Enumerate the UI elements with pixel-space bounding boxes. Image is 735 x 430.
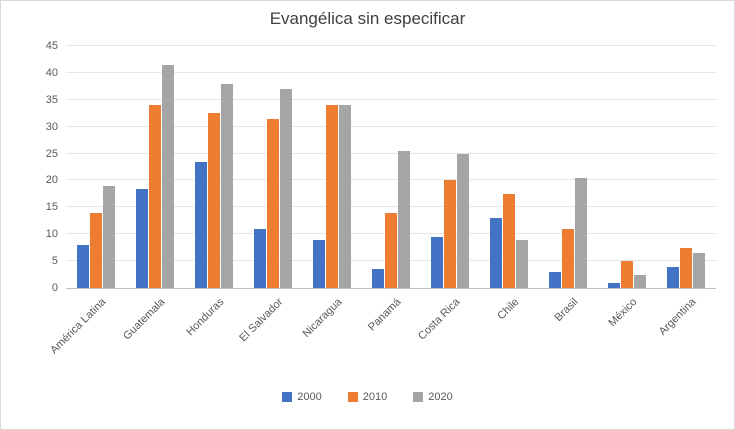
bar-2020 — [575, 177, 588, 288]
bar-2020 — [102, 185, 115, 288]
y-tick-label: 40 — [45, 66, 58, 79]
bar-2010 — [207, 113, 220, 288]
legend-swatch — [413, 392, 424, 402]
bar-2000 — [135, 188, 148, 288]
bar-2020 — [634, 274, 647, 288]
bar-2000 — [312, 239, 325, 288]
gridline — [66, 179, 716, 181]
chart-title: Evangélica sin especificar — [269, 9, 466, 28]
bar-2010 — [680, 247, 693, 288]
gridline — [66, 206, 716, 208]
y-tick-label: 15 — [45, 201, 58, 214]
y-tick-label: 25 — [45, 147, 58, 160]
bar-2000 — [371, 269, 384, 288]
plot-area — [66, 45, 716, 289]
bar-2010 — [148, 105, 161, 288]
bar-2000 — [431, 236, 444, 288]
legend-label: 2010 — [362, 391, 388, 403]
bar-group — [361, 46, 420, 288]
bar-2020 — [338, 105, 351, 288]
legend-swatch — [347, 392, 358, 402]
bar-group — [184, 46, 243, 288]
legend-label: 2020 — [428, 391, 453, 403]
bar-group — [480, 46, 539, 288]
bar-2000 — [549, 271, 562, 288]
legend-label: 2000 — [297, 391, 322, 403]
bar-2020 — [516, 239, 529, 288]
y-tick-label: 10 — [45, 228, 58, 241]
gridline — [66, 71, 716, 73]
y-tick-label: 0 — [51, 282, 58, 294]
bar-group — [421, 46, 480, 288]
y-tick-label: 45 — [45, 40, 58, 52]
bar-group — [125, 46, 184, 288]
bar-2020 — [457, 153, 470, 288]
legend-item-2010: 2010 — [347, 391, 388, 403]
y-tick-label: 35 — [45, 93, 58, 106]
legend: 2000 2010 2020 — [1, 391, 734, 403]
bar-2000 — [253, 228, 266, 288]
bar-2010 — [562, 228, 575, 288]
legend-item-2020: 2020 — [413, 391, 453, 403]
bar-2010 — [621, 261, 634, 288]
bar-2010 — [384, 212, 397, 288]
bar-group — [243, 46, 302, 288]
y-tick-label: 20 — [45, 174, 58, 187]
bar-2010 — [266, 118, 279, 288]
bar-2020 — [693, 253, 706, 288]
bar-2020 — [397, 150, 410, 288]
bar-2010 — [89, 212, 102, 288]
gridline — [66, 152, 716, 154]
legend-item-2000: 2000 — [282, 391, 322, 403]
bar-2000 — [194, 161, 207, 288]
bar-2000 — [490, 218, 503, 288]
bar-group — [66, 46, 125, 288]
bar-2020 — [220, 83, 233, 288]
bar-2000 — [667, 266, 680, 288]
gridline — [66, 45, 716, 46]
bar-2010 — [444, 180, 457, 288]
y-tick-label: 30 — [45, 120, 58, 133]
bar-group — [302, 46, 361, 288]
bar-group — [657, 46, 716, 288]
bar-group — [539, 46, 598, 288]
bar-2020 — [279, 89, 292, 288]
bar-group — [598, 46, 657, 288]
legend-swatch — [282, 392, 293, 402]
gridline — [66, 98, 716, 100]
bar-2000 — [608, 282, 621, 288]
bar-2010 — [325, 105, 338, 288]
bar-2020 — [161, 64, 174, 288]
gridline — [66, 125, 716, 127]
bar-2010 — [503, 193, 516, 288]
y-tick-label: 5 — [51, 255, 58, 268]
bar-2000 — [76, 244, 89, 288]
